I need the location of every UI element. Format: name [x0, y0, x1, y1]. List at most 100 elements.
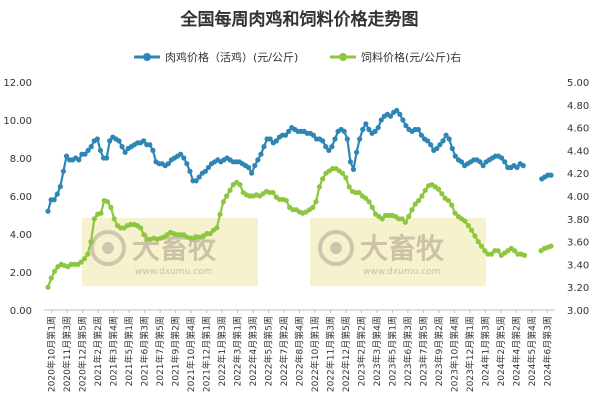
legend-label: 饲料价格(元/公斤)右 — [361, 50, 461, 64]
series-1-point — [147, 142, 153, 148]
series-1-point — [387, 113, 394, 119]
x-tick-label: 2022年1月第3周 — [216, 316, 228, 386]
series-1-point — [45, 208, 51, 214]
series-1-point — [357, 136, 363, 142]
series-1-point — [184, 161, 190, 167]
series-1-point — [514, 164, 520, 171]
x-tick-label: 2020年11月第3周 — [61, 316, 73, 392]
series-1-point — [119, 144, 125, 150]
x-tick-label: 2021年12月第1周 — [201, 316, 213, 392]
series-2-point — [104, 199, 111, 205]
series-1-point — [397, 111, 403, 117]
x-tick-label: 2024年2月第5周 — [495, 316, 507, 386]
series-1-point — [372, 128, 378, 134]
series-2-point — [270, 189, 276, 196]
series-1-point — [310, 132, 316, 138]
series-1-point — [141, 138, 147, 144]
y-right-tick-label: 4.00 — [567, 192, 589, 203]
series-1-point — [443, 132, 449, 138]
series-2-point — [402, 219, 408, 225]
x-tick-label: 2021年7月第5周 — [154, 316, 166, 386]
series-2-point — [409, 207, 415, 213]
series-2-point — [462, 218, 468, 224]
series-1-point — [57, 183, 63, 190]
series-1-point — [193, 178, 199, 184]
series-2-point — [207, 231, 213, 237]
series-1-point — [63, 153, 70, 159]
x-tick-label: 2021年9月第2周 — [170, 316, 182, 386]
series-1-point — [255, 157, 261, 163]
series-2-point — [416, 197, 422, 204]
series-2-point — [363, 195, 369, 201]
series-2-point — [419, 193, 425, 199]
series-2-point — [283, 197, 289, 204]
series-2-point — [98, 210, 104, 216]
x-tick-label: 2022年5月第5周 — [263, 316, 275, 386]
series-layer — [45, 107, 554, 290]
series-1-point — [394, 107, 400, 114]
series-1-point — [437, 142, 443, 148]
x-tick-label: 2021年6月第3周 — [139, 316, 151, 386]
series-2-point — [91, 216, 97, 222]
legend-swatch-marker — [339, 53, 347, 61]
series-2-point — [379, 216, 385, 222]
x-tick-label: 2024年4月第2周 — [510, 316, 522, 386]
x-tick-label: 2022年8月第4周 — [294, 316, 306, 386]
series-1-point — [350, 166, 357, 172]
series-2-point — [316, 184, 322, 190]
series-1-point — [181, 155, 187, 161]
x-tick-label: 2022年7月第2周 — [278, 316, 290, 386]
y-left-tick-label: 6.00 — [10, 192, 32, 203]
series-1-point — [347, 159, 354, 165]
series-1-point — [480, 163, 486, 169]
x-tick-label: 2024年1月第3周 — [479, 316, 491, 386]
series-1-point — [97, 147, 104, 153]
series-1-point — [178, 151, 184, 157]
series-1-point — [458, 159, 465, 165]
series-1-point — [332, 136, 338, 142]
series-2-point — [548, 243, 554, 249]
series-2-point — [45, 284, 51, 290]
y-left-tick-label: 8.00 — [10, 154, 32, 165]
series-1-point — [366, 126, 372, 133]
x-tick-label: 2023年12月第1周 — [464, 316, 476, 392]
series-1-point — [403, 123, 409, 129]
series-2-point — [468, 227, 475, 233]
series-1-point — [375, 125, 381, 131]
series-2-point — [320, 176, 326, 182]
series-1-point — [286, 128, 292, 134]
series-1-point — [165, 161, 171, 167]
series-1-point — [187, 168, 193, 174]
series-2-point — [422, 187, 428, 193]
y-axis-right: 3.00 3.20 3.40 3.60 3.80 4.00 4.20 4.40 4.60 4.80… — [567, 78, 589, 317]
series-2-point — [369, 204, 375, 210]
series-2-point — [346, 184, 352, 190]
series-2-point — [399, 216, 405, 222]
y-right-tick-label: 4.80 — [567, 101, 589, 112]
series-1-point — [329, 144, 335, 150]
x-tick-label: 2023年10月第4周 — [448, 316, 460, 392]
y-right-tick-label: 4.40 — [567, 146, 589, 157]
series-1-point — [418, 132, 424, 138]
series-1-point — [283, 132, 289, 138]
series-2-point — [495, 248, 501, 254]
series-2-point — [343, 175, 349, 181]
x-tick-label: 2021年10月第4周 — [185, 316, 197, 392]
series-2-point — [108, 204, 114, 210]
watermark-1: 大畜牧 www.dxumu.com — [82, 218, 258, 286]
x-tick-label: 2022年11月第3周 — [324, 316, 336, 392]
x-tick-label: 2021年2月第2周 — [92, 316, 104, 386]
watermark-2-brand: 大畜牧 — [360, 232, 445, 265]
series-2-point — [48, 275, 54, 281]
x-tick-label: 2024年6月第3周 — [541, 316, 553, 386]
series-1-point — [323, 144, 329, 150]
x-tick-label: 2023年9月第2周 — [433, 316, 445, 386]
series-2-point — [224, 193, 230, 199]
x-tick-label: 2022年12月第5周 — [340, 316, 352, 392]
series-2-point — [406, 213, 412, 220]
chart-title: 全国每周肉鸡和饲料价格走势图 — [180, 9, 419, 30]
y-right-tick-label: 3.80 — [567, 215, 589, 226]
series-1-point — [258, 151, 264, 157]
